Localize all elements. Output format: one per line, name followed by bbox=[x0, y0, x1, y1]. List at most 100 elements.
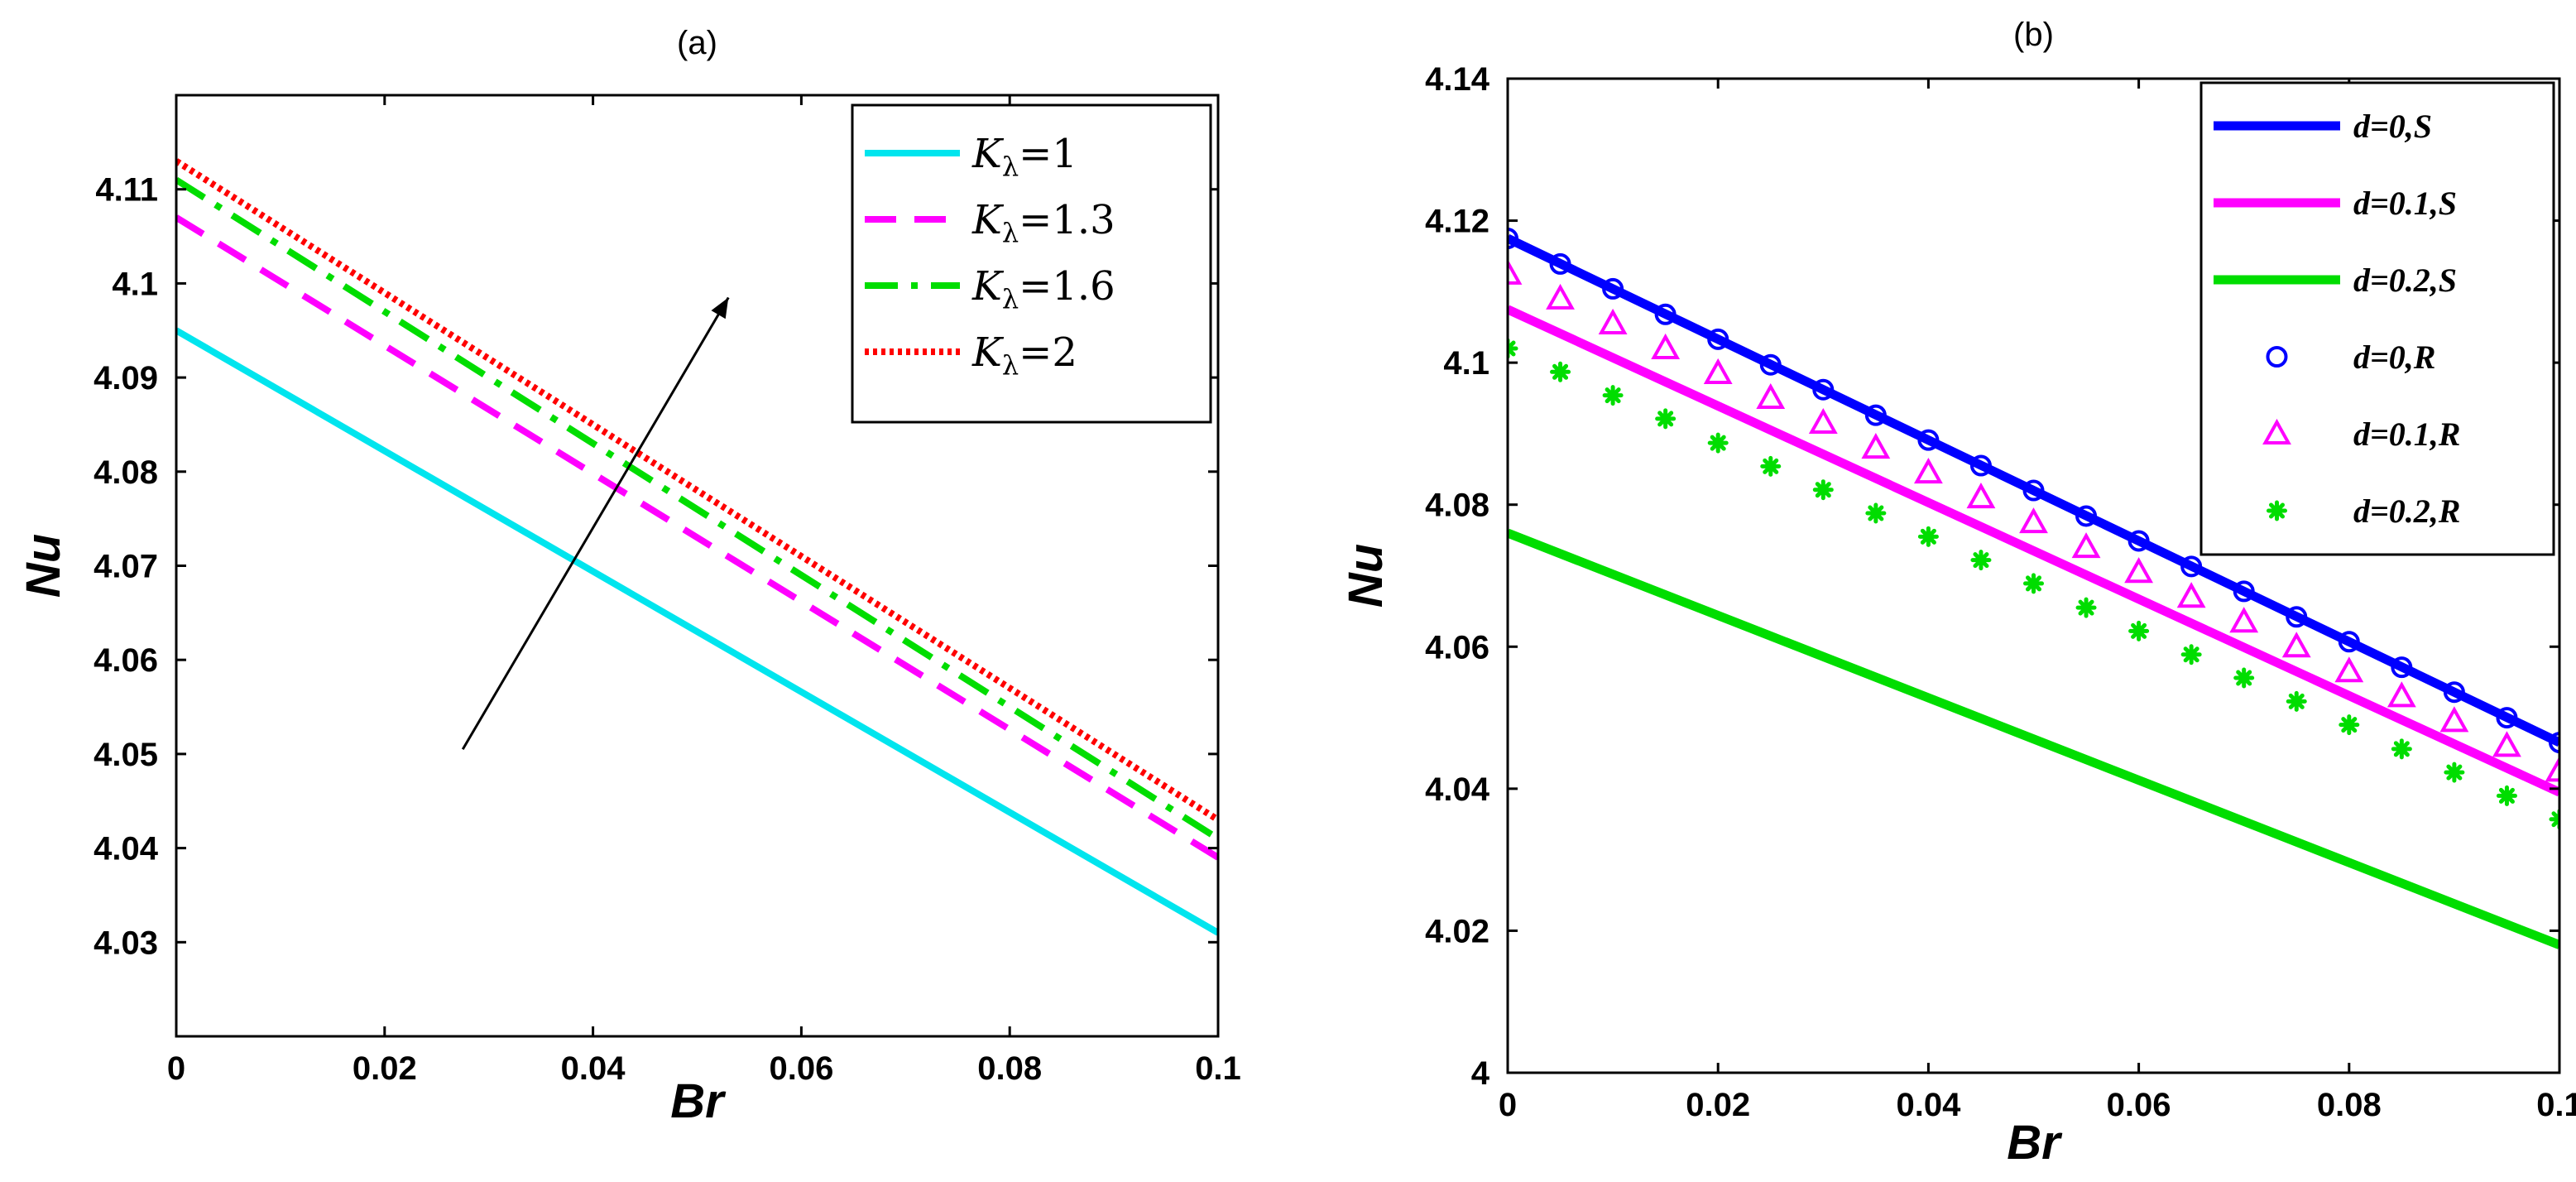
panel-b-series-d-0-2-r-point-1 bbox=[1550, 361, 1571, 382]
panel-b-series-d-0-2-s-line bbox=[1508, 528, 2559, 949]
panel-b-series-d-0-1-r-point-13 bbox=[2176, 582, 2206, 608]
panel-b-series-d-0-r-point-4 bbox=[1707, 328, 1729, 350]
panel-b-series-d-0-1-r-point-11 bbox=[2071, 532, 2101, 559]
panel-b-ytick-label-4-06: 4.06 bbox=[1425, 629, 1489, 665]
panel-b-series-d-0-1-r-point-0 bbox=[1508, 258, 1523, 285]
panel-b-legend-entry-d-0-1-s: d=0.1,S bbox=[2214, 185, 2457, 222]
panel-b-legend-entry-d-0-1-r-label: d=0.1,R bbox=[2353, 416, 2460, 453]
panel-b-series-d-0-1-r-point-17 bbox=[2387, 681, 2416, 708]
panel-b-series-d-0-2-r bbox=[1508, 338, 2559, 830]
panel-b-xtick-label-0: 0 bbox=[1499, 1087, 1517, 1123]
panel-a-ytick-label-4-04: 4.04 bbox=[94, 831, 159, 867]
panel-b-series-d-0-r-point-14 bbox=[2233, 580, 2255, 603]
panel-a-series-k-1-3-line bbox=[176, 214, 1218, 861]
panel-a-ytick-label-4-09: 4.09 bbox=[94, 360, 158, 396]
panel-b-series-d-0-1-r-point-7 bbox=[1861, 432, 1891, 459]
panel-b-series-d-0-2-r-point-4 bbox=[1707, 432, 1729, 454]
panel-b-series-d-0-2-r-point-17 bbox=[2391, 738, 2412, 760]
panel-b-legend-entry-d-0-s: d=0,S bbox=[2214, 108, 2432, 145]
panel-b-title: (b) bbox=[2013, 17, 2054, 53]
panel-b-series-d-0-r-point-1 bbox=[1549, 252, 1571, 275]
panel-b-series-d-0-1-s-line bbox=[1508, 305, 2559, 797]
panel-b-ytick-label-4-14: 4.14 bbox=[1425, 61, 1490, 98]
panel-b-axes-box bbox=[1506, 77, 2561, 1074]
panel-b: (b) 0 0.02 0.04 0.06 0.08 0.1 4 4.02 4.04 4.06 4.08… bbox=[1339, 17, 2576, 1170]
panel-a-ytick-label-4-07: 4.07 bbox=[94, 549, 158, 585]
panel-a-xtick-label-0-02: 0.02 bbox=[353, 1050, 417, 1087]
panel-b-series-d-0-1-r-point-15 bbox=[2281, 632, 2311, 658]
panel-b-series-d-0-1-r bbox=[1508, 258, 2559, 782]
panel-b-ytick-label-4-04: 4.04 bbox=[1425, 771, 1490, 808]
panel-b-legend-entry-d-0-r-label: d=0,R bbox=[2353, 339, 2435, 376]
panel-b-series-d-0-r-point-8 bbox=[1917, 429, 1940, 451]
panel-b-series-d-0-2-r-point-16 bbox=[2339, 714, 2360, 736]
panel-b-plot-area bbox=[1508, 228, 2559, 949]
panel-b-legend-entry-d-0-1-s-label: d=0.1,S bbox=[2353, 185, 2457, 222]
panel-b-series-d-0-2-r-point-9 bbox=[1970, 550, 1992, 571]
panel-b-xtick-label-0-06: 0.06 bbox=[2107, 1087, 2171, 1123]
panel-a-xtick-label-0-08: 0.08 bbox=[977, 1050, 1042, 1087]
panel-b-ylabel: Nu bbox=[1339, 544, 1393, 608]
panel-b-series-d-0-1-r-point-12 bbox=[2124, 557, 2154, 584]
panel-a-legend: Kλ=1 Kλ=1.3 Kλ=1.6 Kλ=2 bbox=[851, 103, 1212, 424]
panel-b-series-d-0-2-r-point-19 bbox=[2496, 785, 2517, 806]
panel-b-legend-entry-d-0-2-s: d=0.2,S bbox=[2214, 262, 2457, 299]
panel-b-series-d-0-r-point-11 bbox=[2075, 505, 2098, 527]
panel-b-series-d-0-r-point-13 bbox=[2180, 555, 2203, 578]
panel-b-series-d-0-r-point-10 bbox=[2022, 479, 2045, 502]
panel-a-series-k-2-line bbox=[176, 158, 1218, 823]
panel-a-series-k-1-line bbox=[176, 327, 1218, 936]
panel-b-series-d-0-s-line bbox=[1508, 234, 2559, 747]
panel-a-title: (a) bbox=[677, 25, 717, 61]
panel-b-series-d-0-1-r-point-18 bbox=[2439, 706, 2469, 733]
panel-b-series-d-0-1-r-point-1 bbox=[1546, 283, 1575, 310]
panel-b-ytick-label-4-02: 4.02 bbox=[1425, 913, 1489, 949]
panel-a-xtick-label-0: 0 bbox=[167, 1050, 185, 1087]
panel-b-ytick-label-4-1: 4.1 bbox=[1443, 345, 1489, 382]
panel-a-xlabel: Br bbox=[670, 1074, 727, 1128]
panel-b-series-d-0-1-r-point-9 bbox=[1966, 483, 1996, 509]
panel-b-series-d-0-2-r-point-13 bbox=[2180, 644, 2202, 665]
panel-a-legend-entry-k-1-3-label: Kλ=1.3 bbox=[971, 197, 1115, 248]
panel-a-legend-entry-k-2-label: Kλ=2 bbox=[971, 329, 1077, 381]
panel-b-series-d-0-1-r-point-5 bbox=[1756, 382, 1786, 410]
panel-a-xtick-label-0-04: 0.04 bbox=[561, 1050, 626, 1087]
panel-b-series-d-0-1-r-point-4 bbox=[1703, 358, 1733, 385]
panel-b-legend: d=0,S d=0.1,S d=0.2,S d=0,R d=0.1,R d=0.2,R bbox=[2199, 81, 2555, 556]
panel-b-legend-entry-d-0-1-r-swatch bbox=[2262, 418, 2291, 444]
panel-b-xtick-label-0-08: 0.08 bbox=[2317, 1087, 2382, 1123]
panel-b-series-d-0-r-point-7 bbox=[1864, 404, 1887, 426]
panel-b-series-d-0-r-point-0 bbox=[1508, 228, 1518, 250]
panel-b-series-d-0-r-point-5 bbox=[1759, 353, 1782, 376]
panel-a-legend-entry-k-1-6: Kλ=1.6 bbox=[865, 263, 1115, 315]
panel-b-series-d-0-2-r-point-3 bbox=[1655, 408, 1677, 430]
panel-a-xtick-label-0-1: 0.1 bbox=[1195, 1050, 1241, 1087]
panel-a-xtick-label-0-06: 0.06 bbox=[769, 1050, 833, 1087]
panel-b-series-d-0-2-r-point-18 bbox=[2444, 762, 2465, 783]
panel-b-xlabel: Br bbox=[2007, 1116, 2063, 1170]
panel-a-legend-entry-k-1: Kλ=1 bbox=[865, 131, 1077, 182]
panel-b-legend-entry-d-0-r-swatch bbox=[2266, 346, 2288, 368]
panel-b-ytick-label-4: 4 bbox=[1471, 1055, 1490, 1092]
panel-a-legend-entry-k-2: Kλ=2 bbox=[865, 329, 1077, 381]
panel-b-series-d-0-2-r-point-10 bbox=[2023, 573, 2044, 594]
panel-b-series-d-0-r-point-2 bbox=[1602, 277, 1624, 300]
panel-a-series-k-1-6-line bbox=[176, 176, 1218, 842]
panel-b-series-d-0-1-r-point-14 bbox=[2229, 607, 2259, 633]
panel-a-legend-entry-k-1-6-label: Kλ=1.6 bbox=[971, 263, 1115, 315]
panel-b-xtick-label-0-04: 0.04 bbox=[1896, 1087, 1961, 1123]
panel-b-series-d-0-r-point-15 bbox=[2286, 606, 2308, 628]
panel-b-series-d-0-1-r-point-19 bbox=[2492, 731, 2521, 757]
panel-a-ytick-label-4-06: 4.06 bbox=[94, 642, 158, 679]
panel-a-ytick-label-4-05: 4.05 bbox=[94, 737, 158, 773]
panel-b-ytick-label-4-08: 4.08 bbox=[1425, 488, 1489, 524]
panel-b-series-d-0-2-r-point-12 bbox=[2128, 620, 2150, 641]
panel-b-series-d-0-2-r-point-5 bbox=[1760, 455, 1782, 477]
panel-b-series-d-0-r-point-6 bbox=[1812, 378, 1835, 401]
panel-b-legend-entry-d-0-2-s-label: d=0.2,S bbox=[2353, 262, 2457, 299]
panel-b-series-d-0-r-point-12 bbox=[2127, 530, 2150, 552]
panel-b-series-d-0-1-r-point-6 bbox=[1808, 407, 1838, 435]
panel-b-series-d-0-r-point-3 bbox=[1654, 303, 1677, 325]
